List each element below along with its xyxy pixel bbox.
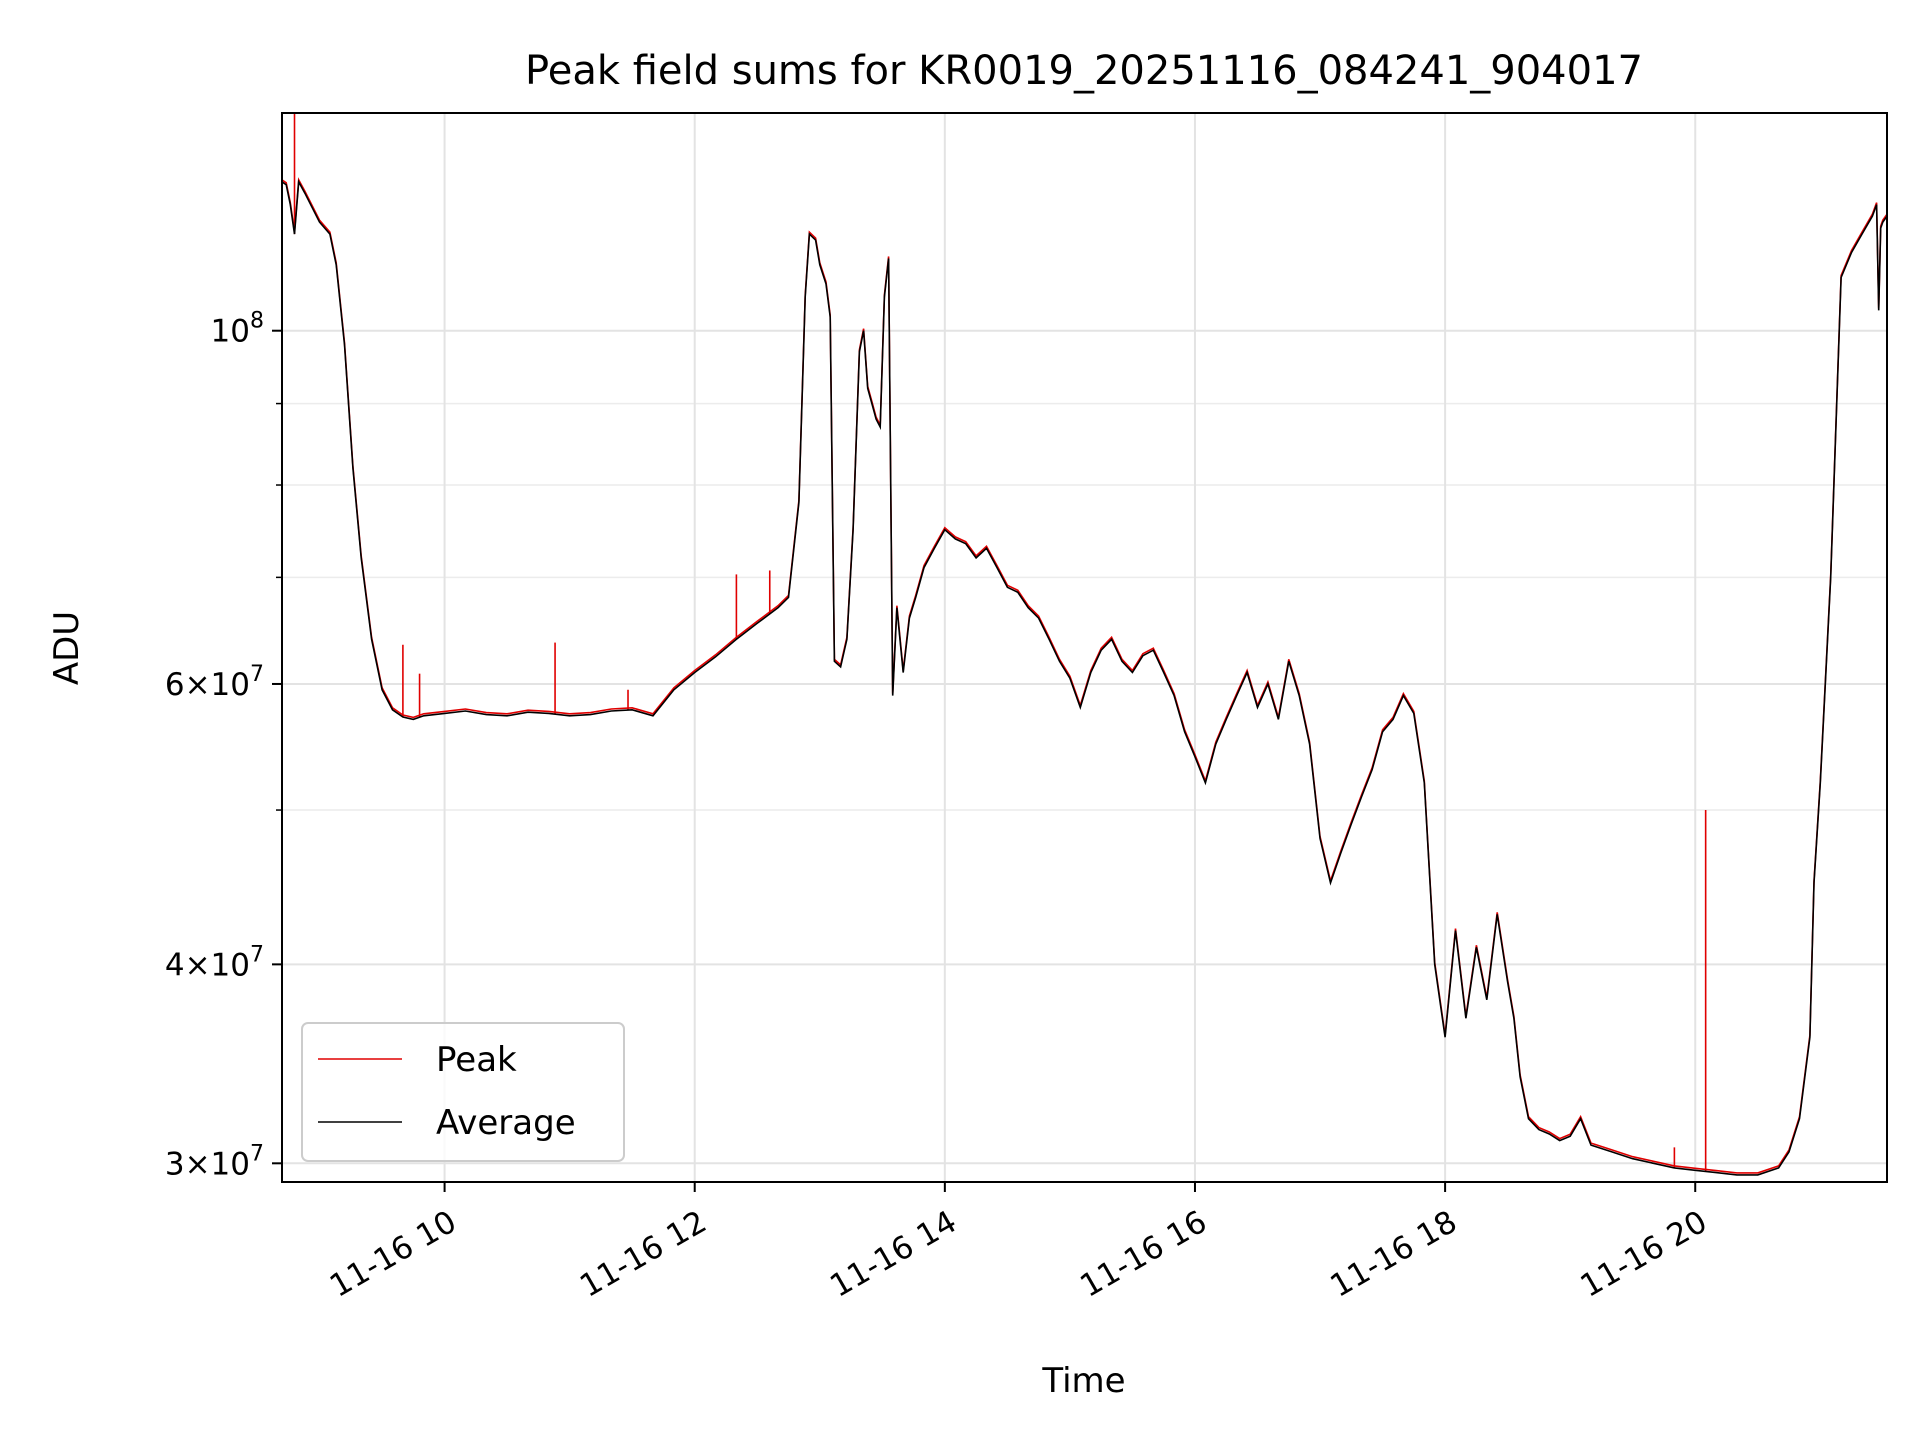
y-tick-label: 4×107 (165, 942, 264, 983)
chart-title: Peak field sums for KR0019_20251116_0842… (525, 48, 1643, 94)
y-tick-base: 6× (165, 667, 211, 703)
series-line-average (282, 179, 1887, 1176)
y-tick-exponent: 7 (250, 942, 264, 967)
legend-box (301, 1022, 625, 1162)
x-axis-label: Time (1041, 1361, 1125, 1401)
plot-frame (281, 112, 1888, 1183)
y-tick-label: 6×107 (165, 662, 264, 703)
y-tick-exponent: 7 (250, 662, 264, 687)
y-tick-exponent: 7 (250, 1141, 264, 1166)
y-tick-ten: 10 (211, 1146, 250, 1182)
y-tick-label: 3×107 (165, 1141, 264, 1182)
y-tick-label: 108 (211, 309, 264, 350)
grid (282, 113, 1887, 1182)
legend-label-peak: Peak (436, 1040, 517, 1080)
series-layer (282, 113, 1887, 1176)
legend: Peak Average (301, 1022, 625, 1162)
y-axis-label: ADU (47, 611, 87, 685)
y-tick-ten: 10 (211, 314, 250, 350)
legend-label-average: Average (436, 1103, 576, 1143)
y-tick-exponent: 8 (250, 309, 264, 334)
y-tick-ten: 10 (211, 947, 250, 983)
y-tick-base: 4× (165, 947, 211, 983)
y-tick-ten: 10 (211, 667, 250, 703)
y-tick-base: 3× (165, 1146, 211, 1182)
